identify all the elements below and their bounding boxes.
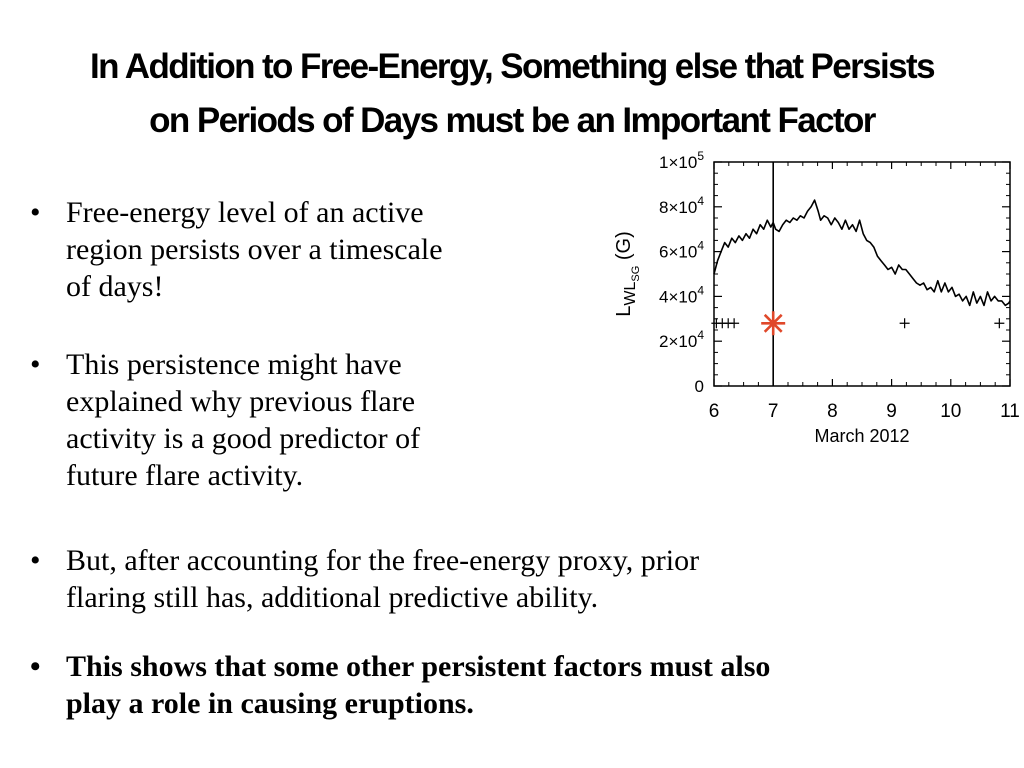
plus-marker	[994, 318, 1005, 329]
bullet-marker: •	[30, 348, 41, 381]
x-tick-label: 10	[940, 401, 961, 422]
star-marker	[761, 311, 786, 336]
y-tick-label: 8×104	[659, 194, 704, 217]
bullet-line: Free-energy level of an active	[66, 196, 424, 229]
bullet-marker: •	[30, 544, 41, 577]
bullet-line: This shows that some other persistent fa…	[66, 650, 771, 683]
x-axis-label: March 2012	[814, 426, 909, 446]
bullet-line: future flare activity.	[66, 459, 304, 492]
bullet-text: This persistence might have explained wh…	[66, 346, 590, 494]
x-tick-label: 9	[886, 401, 897, 422]
y-tick-label: 4×104	[659, 283, 704, 306]
bullet-marker: •	[30, 650, 41, 683]
bullet-text: Free-energy level of an active region pe…	[66, 194, 590, 305]
y-tick-label: 6×104	[659, 239, 704, 262]
x-tick-label: 7	[768, 401, 779, 422]
title-line-1: In Addition to Free-Energy, Something el…	[90, 47, 935, 86]
bullet-item: • Free-energy level of an active region …	[30, 194, 590, 305]
slide-title: In Addition to Free-Energy, Something el…	[0, 40, 1024, 148]
bullet-line: activity is a good predictor of	[66, 422, 421, 455]
title-line-2: on Periods of Days must be an Important …	[149, 101, 876, 140]
plus-marker	[899, 318, 910, 329]
bullet-marker: •	[30, 196, 41, 229]
bullet-line: play a role in causing eruptions.	[66, 687, 474, 720]
bullet-line: of days!	[66, 270, 164, 303]
x-tick-label: 6	[709, 401, 720, 422]
bullet-item: • This persistence might have explained …	[30, 346, 590, 494]
bullet-text: This shows that some other persistent fa…	[66, 648, 1020, 722]
plot-frame	[713, 161, 1011, 387]
time-series-chart: 6 7 8 9 10 11 0 2×104 4×104 6×104 8×104 1×105 March …	[613, 150, 1020, 446]
bullet-item-emphasis: • This shows that some other persistent …	[30, 648, 1020, 722]
series-line	[713, 199, 1011, 307]
x-tick-label: 11	[1000, 401, 1020, 422]
y-axis-label: LWLSG (G)	[613, 231, 642, 316]
bullet-item: • But, after accounting for the free-ene…	[30, 542, 1020, 616]
x-tick-label: 8	[827, 401, 838, 422]
plus-marker	[729, 318, 740, 329]
bullet-text: But, after accounting for the free-energ…	[66, 542, 1020, 616]
bullet-line: But, after accounting for the free-energ…	[66, 544, 700, 577]
bullet-line: This persistence might have	[66, 348, 402, 381]
bullet-line: region persists over a timescale	[66, 233, 443, 266]
y-tick-label: 1×105	[659, 150, 704, 172]
y-tick-label: 2×104	[659, 328, 704, 351]
bullet-line: flaring still has, additional predictive…	[66, 581, 599, 614]
y-tick-label: 0	[695, 377, 704, 396]
bullet-line: explained why previous flare	[66, 385, 416, 418]
